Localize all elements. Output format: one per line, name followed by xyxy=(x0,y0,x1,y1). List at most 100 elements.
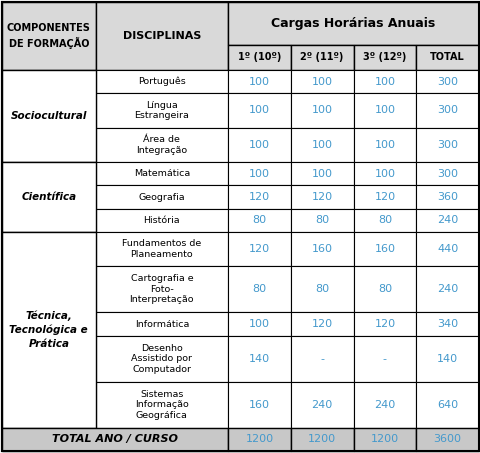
Bar xyxy=(353,428,415,451)
Text: 100: 100 xyxy=(249,169,269,179)
Text: Geografia: Geografia xyxy=(138,193,185,202)
Bar xyxy=(415,185,478,208)
Bar xyxy=(96,70,228,93)
Text: 140: 140 xyxy=(248,354,269,364)
Bar xyxy=(96,162,228,185)
Text: -: - xyxy=(382,354,386,364)
Bar xyxy=(353,382,415,428)
Text: 300: 300 xyxy=(436,106,457,116)
Text: 140: 140 xyxy=(436,354,457,364)
Text: 80: 80 xyxy=(314,284,328,294)
Bar xyxy=(228,162,290,185)
Text: 360: 360 xyxy=(436,192,457,202)
Bar xyxy=(2,231,96,428)
Bar xyxy=(228,208,290,231)
Bar xyxy=(96,93,228,128)
Text: 100: 100 xyxy=(249,140,269,150)
Text: 1200: 1200 xyxy=(308,434,336,444)
Bar xyxy=(290,266,353,313)
Bar xyxy=(353,266,415,313)
Bar xyxy=(228,428,290,451)
Text: Sociocultural: Sociocultural xyxy=(11,111,87,121)
Bar xyxy=(290,336,353,382)
Text: 240: 240 xyxy=(436,284,457,294)
Bar xyxy=(290,162,353,185)
Bar xyxy=(96,185,228,208)
Bar xyxy=(2,162,96,231)
Bar xyxy=(290,93,353,128)
Text: 3600: 3600 xyxy=(433,434,461,444)
Text: 160: 160 xyxy=(249,400,269,410)
Text: 100: 100 xyxy=(373,77,395,87)
Text: 100: 100 xyxy=(373,106,395,116)
Text: 240: 240 xyxy=(311,400,332,410)
Bar xyxy=(96,208,228,231)
Text: 1200: 1200 xyxy=(370,434,398,444)
Text: 640: 640 xyxy=(436,400,457,410)
Text: -: - xyxy=(320,354,324,364)
Text: 1º (10º): 1º (10º) xyxy=(237,53,280,63)
Text: TOTAL: TOTAL xyxy=(430,53,464,63)
Text: 100: 100 xyxy=(311,140,332,150)
Text: 120: 120 xyxy=(311,319,332,329)
Text: 120: 120 xyxy=(311,192,332,202)
Bar xyxy=(290,185,353,208)
Text: 100: 100 xyxy=(373,140,395,150)
Text: 300: 300 xyxy=(436,169,457,179)
Text: 120: 120 xyxy=(248,192,269,202)
Text: Fundamentos de
Planeamento: Fundamentos de Planeamento xyxy=(122,239,201,259)
Text: 100: 100 xyxy=(311,106,332,116)
Bar xyxy=(290,45,353,70)
Text: DISCIPLINAS: DISCIPLINAS xyxy=(122,31,201,41)
Text: 120: 120 xyxy=(373,192,395,202)
Bar xyxy=(228,2,478,45)
Text: 100: 100 xyxy=(249,106,269,116)
Text: 100: 100 xyxy=(373,169,395,179)
Bar xyxy=(415,266,478,313)
Bar xyxy=(353,231,415,266)
Bar xyxy=(415,162,478,185)
Bar xyxy=(228,336,290,382)
Text: Sistemas
Informação
Geográfica: Sistemas Informação Geográfica xyxy=(135,390,188,420)
Bar xyxy=(353,185,415,208)
Bar xyxy=(2,70,96,162)
Bar xyxy=(353,208,415,231)
Text: Cartografia e
Foto-
Interpretação: Cartografia e Foto- Interpretação xyxy=(129,275,193,304)
Bar xyxy=(415,336,478,382)
Text: 120: 120 xyxy=(248,244,269,254)
Bar xyxy=(228,93,290,128)
Bar xyxy=(290,231,353,266)
Text: Técnica,
Tecnológica e
Prática: Técnica, Tecnológica e Prática xyxy=(10,310,88,349)
Bar xyxy=(228,185,290,208)
Text: Científica: Científica xyxy=(21,192,76,202)
Bar xyxy=(228,70,290,93)
Bar xyxy=(228,266,290,313)
Bar xyxy=(290,313,353,336)
Text: 100: 100 xyxy=(249,319,269,329)
Bar xyxy=(290,70,353,93)
Bar xyxy=(415,45,478,70)
Bar xyxy=(228,128,290,162)
Bar xyxy=(228,382,290,428)
Text: COMPONENTES
DE FORMAÇÃO: COMPONENTES DE FORMAÇÃO xyxy=(7,23,91,49)
Bar xyxy=(353,313,415,336)
Text: 100: 100 xyxy=(311,169,332,179)
Text: Português: Português xyxy=(138,77,185,86)
Text: Cargas Horárias Anuais: Cargas Horárias Anuais xyxy=(271,17,435,30)
Text: 100: 100 xyxy=(311,77,332,87)
Bar xyxy=(415,231,478,266)
Text: 1200: 1200 xyxy=(245,434,273,444)
Bar xyxy=(228,231,290,266)
Bar xyxy=(353,45,415,70)
Bar xyxy=(96,231,228,266)
Text: 80: 80 xyxy=(314,215,328,225)
Bar xyxy=(415,208,478,231)
Bar xyxy=(228,45,290,70)
Text: TOTAL ANO / CURSO: TOTAL ANO / CURSO xyxy=(52,434,178,444)
Bar xyxy=(290,382,353,428)
Bar xyxy=(96,336,228,382)
Text: 100: 100 xyxy=(249,77,269,87)
Text: 300: 300 xyxy=(436,77,457,87)
Text: 80: 80 xyxy=(252,284,266,294)
Text: Matemática: Matemática xyxy=(133,169,190,178)
